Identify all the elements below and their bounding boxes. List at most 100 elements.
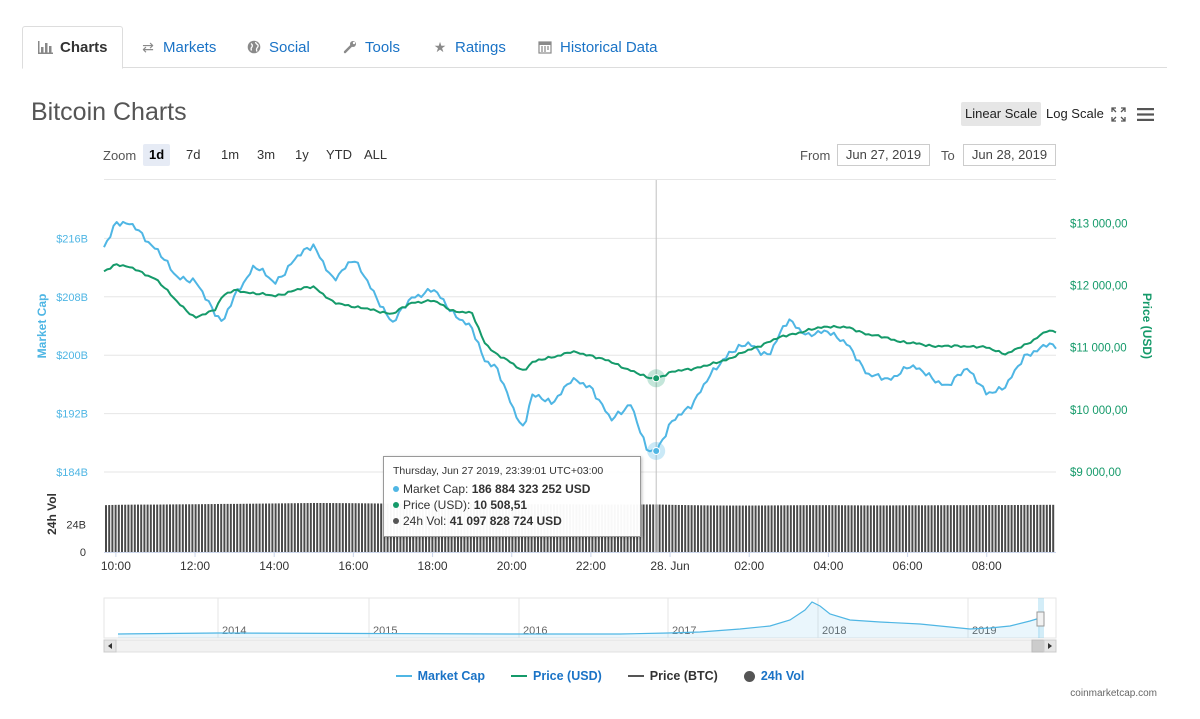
volume-bar [1039, 504, 1042, 552]
volume-bar [946, 505, 949, 552]
y-right-tick-label: $12 000,00 [1070, 281, 1128, 293]
volume-bar [834, 505, 837, 552]
menu-icon[interactable] [1137, 107, 1154, 127]
tab-social[interactable]: Social [232, 26, 324, 68]
volume-bar [345, 503, 347, 552]
tab-label: Tools [365, 38, 401, 56]
zoom-1d-button[interactable]: 1d [143, 144, 171, 166]
volume-bar [876, 505, 879, 552]
volume-bar [809, 505, 811, 552]
volume-bar [930, 505, 933, 552]
volume-bar [831, 505, 834, 552]
volume-bar [709, 505, 712, 552]
volume-bar [684, 505, 687, 552]
tooltip-price-value: 10 508,51 [473, 498, 528, 512]
tab-label: Ratings [455, 38, 506, 56]
volume-bar [674, 504, 677, 552]
volume-bar [300, 503, 303, 552]
zoom-1m-button[interactable]: 1m [221, 147, 240, 162]
y-right-tick-label: $13 000,00 [1070, 218, 1128, 230]
volume-bar [111, 504, 114, 552]
volume-bar [377, 503, 379, 552]
volume-bar [316, 502, 319, 552]
volume-bar [322, 503, 325, 552]
volume-bar [268, 503, 271, 552]
tooltip-vol-value: 41 097 828 724 USD [449, 514, 562, 528]
volume-bar [850, 505, 853, 552]
volume-bar [265, 503, 267, 552]
volume-bar [735, 505, 738, 552]
volume-bar [825, 505, 827, 552]
tab-ratings[interactable]: ★ Ratings [418, 26, 520, 68]
tab-historical-data[interactable]: Historical Data [523, 26, 672, 68]
tab-charts[interactable]: Charts [22, 26, 123, 69]
volume-bar [370, 503, 373, 552]
tab-label: Historical Data [560, 38, 658, 56]
y-left-tick-label: $200B [56, 350, 88, 362]
wrench-icon [342, 40, 358, 54]
volume-bar [1010, 505, 1013, 552]
volume-bar [933, 505, 936, 552]
volume-bar [239, 503, 242, 552]
log-scale-button[interactable]: Log Scale [1046, 106, 1104, 121]
volume-bar [252, 503, 255, 552]
tab-tools[interactable]: Tools [328, 26, 414, 68]
legend-item-24h-vol[interactable]: 24h Vol [743, 666, 804, 686]
legend-item-market-cap[interactable]: Market Cap [395, 666, 485, 686]
volume-bar [965, 505, 968, 552]
zoom-all-button[interactable]: ALL [364, 147, 388, 162]
volume-bar [133, 504, 136, 552]
volume-bar [642, 504, 645, 552]
zoom-3m-button[interactable]: 3m [257, 147, 276, 162]
volume-bar [271, 503, 274, 552]
legend-item-price-usd[interactable]: Price (USD) [511, 666, 602, 686]
volume-bar [172, 504, 175, 552]
volume-bar [127, 504, 130, 552]
navigator-year-label: 2014 [222, 625, 246, 637]
volume-bar [149, 504, 152, 552]
tooltip-row-volume: 24h Vol: 41 097 828 724 USD [393, 513, 631, 529]
tab-markets[interactable]: ⇄ Markets [126, 26, 230, 68]
volume-bar [789, 505, 792, 552]
volume-bar [1020, 504, 1023, 552]
y-right-tick-label: $11 000,00 [1070, 343, 1127, 355]
zoom-ytd-button[interactable]: YTD [326, 147, 352, 162]
volume-bar [210, 504, 213, 552]
x-tick-label: 04:00 [813, 559, 843, 573]
volume-bar [713, 505, 715, 552]
tab-label: Social [269, 38, 310, 56]
volume-bar [367, 503, 370, 552]
tab-bar: Charts ⇄ Markets Social Tools ★ Ratings … [22, 26, 1167, 69]
volume-bar [857, 505, 859, 552]
volume-bar [217, 503, 219, 552]
to-date-input[interactable]: Jun 28, 2019 [963, 144, 1056, 166]
zoom-7d-button[interactable]: 7d [186, 147, 201, 162]
volume-bar [661, 504, 664, 552]
volume-bar [249, 503, 251, 552]
volume-bar [1036, 504, 1039, 552]
linear-scale-button[interactable]: Linear Scale [961, 102, 1042, 126]
legend-item-price-btc[interactable]: Price (BTC) [627, 666, 718, 686]
tooltip-market-cap-label: Market Cap: [403, 482, 469, 496]
legend-swatch [743, 670, 755, 682]
volume-bar [911, 505, 914, 552]
volume-bar [329, 503, 331, 552]
y-left-tick-label: $192B [56, 409, 88, 421]
volume-bar [738, 505, 741, 552]
scroll-right-arrow-icon [1048, 643, 1052, 649]
fullscreen-icon[interactable] [1111, 107, 1126, 127]
volume-bar [220, 503, 223, 552]
price-usd-line [103, 263, 1057, 381]
x-tick-label: 12:00 [180, 559, 210, 573]
volume-bar [953, 505, 955, 552]
volume-bar [140, 504, 143, 552]
zoom-1y-button[interactable]: 1y [295, 147, 309, 162]
volume-bar [821, 505, 824, 552]
volume-bar [972, 505, 975, 552]
x-tick-label: 20:00 [497, 559, 527, 573]
from-date-input[interactable]: Jun 27, 2019 [837, 144, 930, 166]
volume-bar [949, 505, 952, 552]
legend-swatch [627, 675, 644, 677]
x-tick-label: 18:00 [418, 559, 448, 573]
volume-bar [645, 504, 648, 552]
